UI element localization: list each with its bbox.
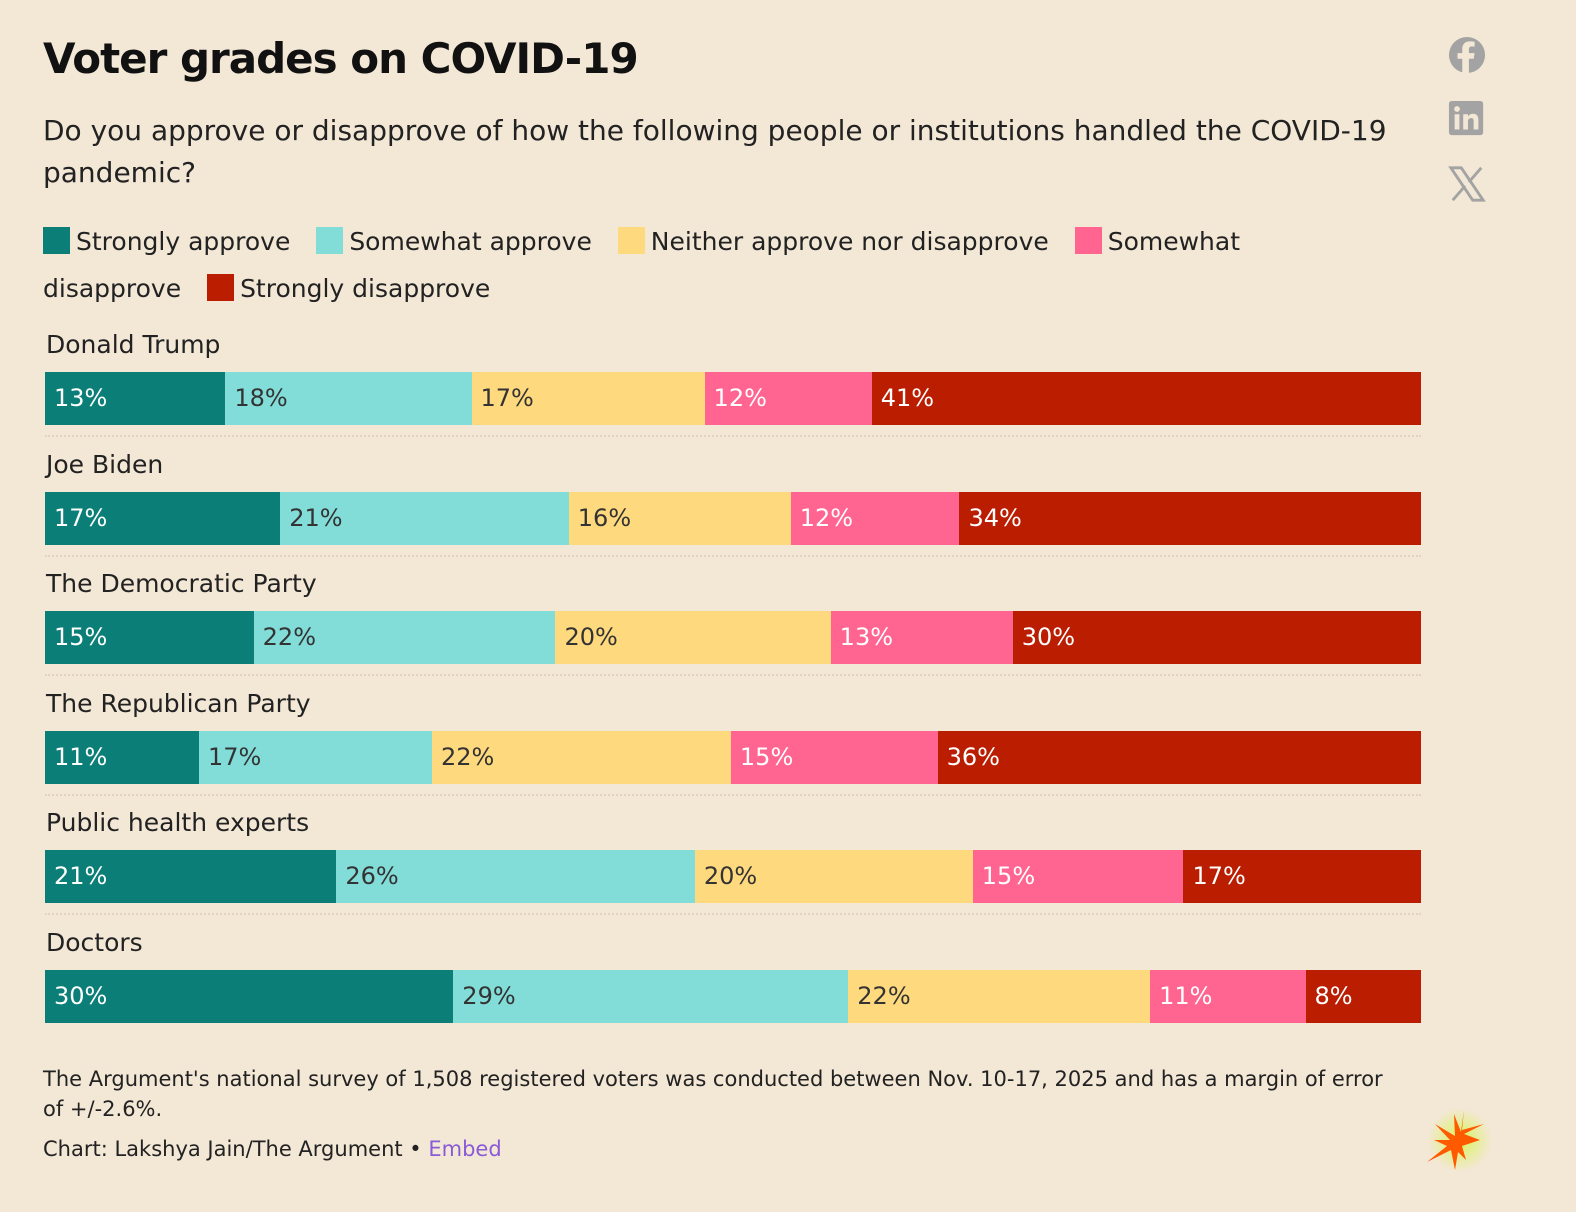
bar-segment-neither-approve-nor-disapprove[interactable]: 16% — [568, 491, 791, 545]
bar-row: Doctors 30% 29% 22% 11% 8% — [45, 926, 1421, 1046]
stacked-bar: 17% 21% 16% 12% 34% — [45, 491, 1421, 545]
row-divider — [45, 674, 1421, 676]
category-label: The Democratic Party — [46, 569, 317, 598]
bar-segment-somewhat-disapprove[interactable]: 13% — [830, 611, 1013, 664]
bar-segment-strongly-approve[interactable]: 11% — [45, 730, 199, 784]
stacked-bar: 15% 22% 20% 13% 30% — [45, 611, 1421, 664]
bar-segment-somewhat-approve[interactable]: 18% — [225, 372, 472, 425]
bar-segment-strongly-approve[interactable]: 30% — [45, 969, 454, 1023]
stacked-bar: 13% 18% 17% 12% 41% — [45, 372, 1421, 425]
legend-item: Strongly approve — [43, 227, 290, 256]
bar-segment-neither-approve-nor-disapprove[interactable]: 22% — [431, 730, 731, 784]
stacked-bar: 21% 26% 20% 15% 17% — [45, 850, 1422, 903]
chart-title: Voter grades on COVID-19 — [43, 34, 639, 83]
bar-segment-somewhat-disapprove[interactable]: 15% — [972, 850, 1184, 903]
legend-label: Strongly disapprove — [240, 274, 491, 303]
stacked-bar: 11% 17% 22% 15% 36% — [45, 730, 1421, 784]
category-label: Public health experts — [46, 808, 310, 837]
bar-segment-strongly-disapprove[interactable]: 30% — [1012, 611, 1421, 664]
bar-segment-somewhat-disapprove[interactable]: 12% — [790, 491, 960, 545]
category-label: The Republican Party — [46, 688, 311, 718]
bar-segment-somewhat-approve[interactable]: 29% — [453, 969, 849, 1023]
legend-label: Somewhat disapprove — [43, 227, 1241, 303]
legend-item: Strongly disapprove — [207, 274, 490, 303]
bar-row: The Democratic Party 15% 22% 20% 13% 30% — [45, 567, 1421, 687]
bar-row: The Republican Party 11% 17% 22% 15% 36% — [45, 687, 1421, 807]
bar-segment-strongly-approve[interactable]: 15% — [45, 611, 254, 664]
credit-text: Chart: Lakshya Jain/The Argument • — [43, 1137, 429, 1161]
row-divider — [45, 554, 1421, 557]
legend-swatch — [1074, 227, 1102, 254]
legend-swatch — [207, 274, 235, 301]
chart-credit: Chart: Lakshya Jain/The Argument • Embed — [43, 1137, 502, 1161]
bar-segment-somewhat-approve[interactable]: 17% — [198, 730, 432, 784]
legend-label: Strongly approve — [76, 227, 291, 256]
bar-segment-somewhat-disapprove[interactable]: 15% — [730, 730, 938, 784]
survey-footnote: The Argument's national survey of 1,508 … — [43, 1067, 1383, 1121]
bar-segment-neither-approve-nor-disapprove[interactable]: 20% — [694, 850, 973, 903]
bar-segment-strongly-disapprove[interactable]: 8% — [1305, 969, 1421, 1023]
row-divider — [45, 913, 1421, 915]
bar-segment-somewhat-approve[interactable]: 21% — [280, 491, 569, 545]
bar-row: Joe Biden 17% 21% 16% 12% 34% — [45, 448, 1421, 568]
bar-segment-neither-approve-nor-disapprove[interactable]: 20% — [555, 611, 831, 664]
legend-swatch — [43, 227, 70, 254]
bar-segment-neither-approve-nor-disapprove[interactable]: 17% — [471, 372, 705, 425]
legend-item: Neither approve nor disapprove — [617, 227, 1049, 256]
bar-segment-somewhat-approve[interactable]: 26% — [336, 850, 695, 903]
legend-swatch — [316, 227, 344, 254]
category-label: Donald Trump — [46, 330, 221, 359]
x-icon[interactable] — [1448, 165, 1486, 203]
facebook-icon[interactable] — [1448, 36, 1486, 74]
bar-segment-strongly-disapprove[interactable]: 34% — [959, 491, 1421, 545]
bar-segment-strongly-approve[interactable]: 21% — [45, 850, 337, 903]
brand-logo-burst-icon — [1427, 1108, 1492, 1172]
bar-segment-strongly-disapprove[interactable]: 17% — [1183, 850, 1422, 903]
legend-label: Somewhat approve — [349, 227, 592, 256]
bar-segment-somewhat-disapprove[interactable]: 11% — [1150, 969, 1306, 1023]
stacked-bar: 30% 29% 22% 11% 8% — [45, 969, 1421, 1023]
bar-segment-neither-approve-nor-disapprove[interactable]: 22% — [848, 969, 1151, 1023]
bar-row: Donald Trump 13% 18% 17% 12% 41% — [45, 328, 1421, 448]
row-divider — [45, 435, 1421, 437]
bar-segment-strongly-approve[interactable]: 17% — [45, 491, 281, 545]
bar-segment-somewhat-disapprove[interactable]: 12% — [704, 372, 872, 425]
bar-segment-somewhat-approve[interactable]: 22% — [253, 611, 556, 664]
legend-item: Somewhat disapprove — [43, 227, 1240, 303]
stacked-bar-chart: Donald Trump 13% 18% 17% 12% 41% Joe Biden 17% 2… — [45, 328, 1422, 1046]
chart-legend: Strongly approve Somewhat approve Neithe… — [43, 218, 1273, 312]
category-label: Doctors — [46, 927, 143, 957]
linkedin-icon[interactable] — [1448, 100, 1486, 138]
legend-item: Somewhat approve — [316, 227, 592, 256]
chart-subtitle: Do you approve or disapprove of how the … — [43, 114, 1387, 189]
row-divider — [45, 793, 1421, 796]
legend-label: Neither approve nor disapprove — [650, 227, 1049, 256]
bar-segment-strongly-disapprove[interactable]: 36% — [937, 730, 1421, 784]
bar-row: Public health experts 21% 26% 20% 15% 17% — [45, 806, 1422, 926]
legend-swatch — [617, 227, 645, 254]
bar-segment-strongly-approve[interactable]: 13% — [45, 372, 226, 425]
category-label: Joe Biden — [46, 449, 164, 479]
bar-segment-strongly-disapprove[interactable]: 41% — [871, 372, 1421, 425]
embed-link[interactable]: Embed — [428, 1137, 502, 1161]
